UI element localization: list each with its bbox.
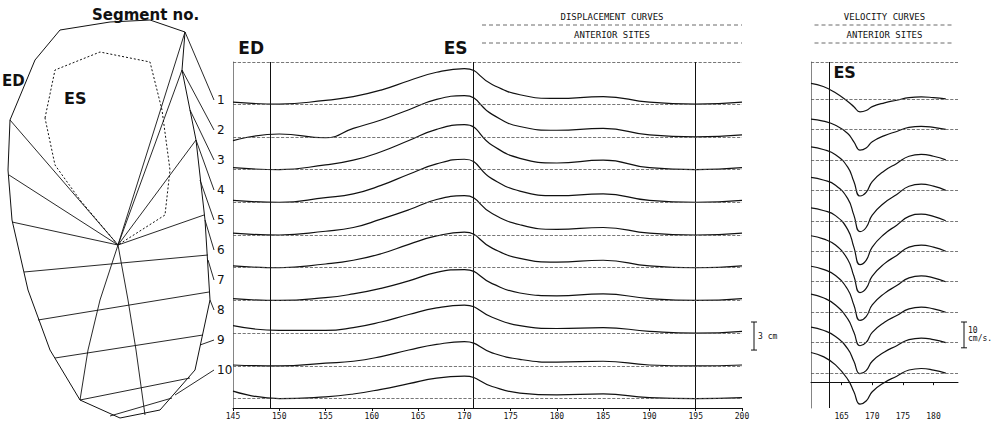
svg-text:170: 170 (865, 412, 880, 421)
svg-text:10: 10 (968, 326, 978, 336)
svg-text:195: 195 (689, 412, 704, 421)
svg-text:145: 145 (226, 412, 241, 421)
svg-text:ES: ES (64, 89, 86, 108)
svg-text:ANTERIOR SITES: ANTERIOR SITES (574, 30, 650, 40)
svg-text:175: 175 (503, 412, 518, 421)
svg-text:10: 10 (217, 363, 232, 377)
svg-text:175: 175 (896, 412, 911, 421)
svg-text:180: 180 (550, 412, 565, 421)
svg-text:2: 2 (217, 123, 225, 137)
svg-text:170: 170 (457, 412, 472, 421)
svg-text:VELOCITY CURVES: VELOCITY CURVES (844, 12, 925, 22)
svg-text:Segment no.: Segment no. (92, 6, 199, 24)
svg-text:185: 185 (596, 412, 611, 421)
svg-text:165: 165 (834, 412, 849, 421)
svg-text:DISPLACEMENT CURVES: DISPLACEMENT CURVES (561, 12, 664, 22)
svg-text:ED: ED (238, 38, 264, 58)
svg-text:7: 7 (217, 273, 225, 287)
svg-text:180: 180 (926, 412, 941, 421)
svg-text:9: 9 (217, 333, 225, 347)
svg-text:5: 5 (217, 213, 225, 227)
svg-text:ANTERIOR SITES: ANTERIOR SITES (847, 30, 923, 40)
svg-text:cm/s.: cm/s. (968, 334, 992, 343)
svg-text:6: 6 (217, 243, 225, 257)
svg-text:1: 1 (217, 93, 225, 107)
svg-text:165: 165 (411, 412, 426, 421)
svg-text:200: 200 (735, 412, 750, 421)
svg-text:4: 4 (217, 183, 225, 197)
svg-text:ES: ES (444, 38, 468, 58)
svg-text:190: 190 (642, 412, 657, 421)
svg-text:160: 160 (365, 412, 380, 421)
svg-text:3: 3 (217, 153, 225, 167)
svg-text:ED: ED (2, 72, 25, 90)
svg-text:3 cm: 3 cm (758, 332, 777, 341)
svg-text:8: 8 (217, 303, 225, 317)
svg-text:ES: ES (833, 63, 855, 82)
svg-text:150: 150 (272, 412, 287, 421)
svg-text:155: 155 (318, 412, 333, 421)
